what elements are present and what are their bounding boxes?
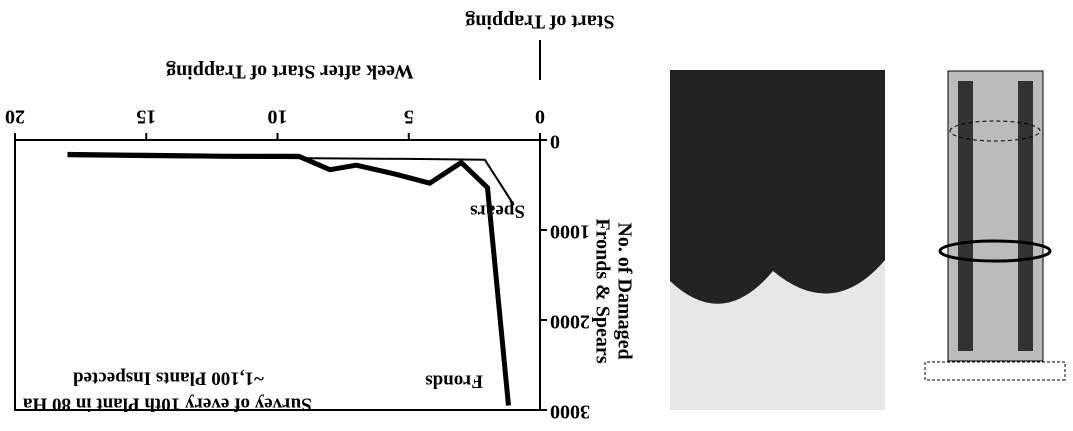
- rotated-figure: Start of Trapping Week after Start of Tr…: [5, 10, 1066, 422]
- trap-cup: [949, 120, 1041, 142]
- data-line: [67, 155, 515, 206]
- x-axis-label: Week after Start of Trapping: [166, 60, 414, 82]
- data-line: [67, 151, 511, 406]
- x-tick-label: 20: [5, 105, 25, 127]
- y-axis-label: No. of Damaged: [613, 222, 635, 359]
- y-tick-label: 2000: [550, 310, 590, 332]
- fronds: [670, 70, 885, 304]
- x-tick-label: 10: [268, 105, 288, 127]
- ceiling: [924, 361, 1066, 381]
- trap-drawing: [924, 70, 1066, 381]
- palm-photo: [670, 70, 885, 410]
- y-tick-label: 1000: [550, 220, 590, 242]
- trap-ring: [938, 239, 1052, 263]
- annotation: Survey of every 10th Plant in 80 Ha: [23, 394, 312, 415]
- series-label: Spears: [470, 201, 525, 222]
- x-tick-label: 5: [404, 105, 414, 127]
- x-tick-label: 15: [136, 105, 156, 127]
- y-axis-label: Fronds & Spears: [591, 218, 613, 363]
- y-tick-label: 0: [550, 130, 560, 152]
- annotation: ~1,100 Plants Inspected: [73, 368, 264, 389]
- series-label: Fronds: [425, 371, 483, 392]
- y-tick-label: 3000: [550, 400, 590, 422]
- x-tick-label: 0: [535, 105, 545, 127]
- trap-vane: [958, 81, 973, 351]
- marker-label: Start of Trapping: [465, 10, 614, 32]
- trap-vane: [1018, 81, 1033, 351]
